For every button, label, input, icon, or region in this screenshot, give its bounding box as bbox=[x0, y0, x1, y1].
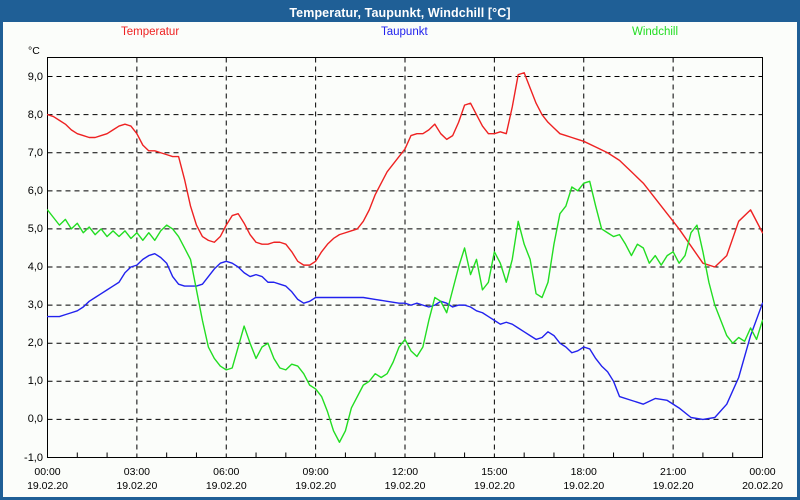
x-axis-tick-label: 00:00 19.02.20 bbox=[27, 465, 68, 493]
y-axis-tick-label: 5,0 bbox=[27, 222, 43, 235]
x-axis-tick-label: 18:00 19.02.20 bbox=[563, 465, 604, 493]
x-axis-tick-time: 15:00 bbox=[481, 466, 508, 478]
window-title-bar: Temperatur, Taupunkt, Windchill [°C] bbox=[3, 3, 797, 22]
series-line-taupunkt bbox=[47, 252, 763, 421]
y-axis-unit-label: °C bbox=[28, 45, 40, 57]
x-axis-tick-date: 19.02.20 bbox=[205, 480, 247, 492]
grid-lines bbox=[47, 57, 763, 458]
x-axis-tick-time: 18:00 bbox=[570, 466, 597, 478]
x-axis-tick-date: 20.02.20 bbox=[742, 480, 783, 492]
x-axis-tick-label: 09:00 19.02.20 bbox=[295, 465, 336, 493]
x-axis-tick-labels: 00:00 19.02.20 03:00 19.02.20 06:00 19.02.20 0… bbox=[3, 463, 797, 497]
x-axis-tick-label: 12:00 19.02.20 bbox=[385, 465, 426, 493]
x-axis-tick-time: 00:00 bbox=[749, 466, 776, 478]
x-axis-tick-time: 06:00 bbox=[213, 466, 240, 478]
x-axis-tick-date: 19.02.20 bbox=[295, 480, 337, 492]
x-axis-tick-date: 19.02.20 bbox=[27, 480, 68, 492]
chart-svg bbox=[47, 57, 763, 458]
x-axis-tick-label: 06:00 19.02.20 bbox=[206, 465, 247, 493]
y-axis-tick-label: 4,0 bbox=[27, 261, 43, 274]
data-series bbox=[47, 72, 763, 443]
x-axis-tick-date: 19.02.20 bbox=[563, 480, 605, 492]
x-axis-tick-time: 21:00 bbox=[659, 466, 687, 478]
x-axis-tick-date: 19.02.20 bbox=[652, 480, 694, 492]
y-axis-tick-label: 6,0 bbox=[27, 184, 43, 197]
page-title: Temperatur, Taupunkt, Windchill [°C] bbox=[289, 5, 511, 20]
y-axis-tick-label: 2,0 bbox=[27, 337, 43, 350]
x-axis-tick-label: 00:00 20.02.20 bbox=[742, 465, 783, 493]
x-axis-tick-time: 00:00 bbox=[34, 466, 61, 478]
axis-ticks bbox=[76, 452, 734, 458]
y-axis-tick-label: 8,0 bbox=[27, 108, 43, 121]
series-line-windchill bbox=[47, 180, 763, 443]
x-axis-tick-date: 19.02.20 bbox=[384, 480, 426, 492]
y-axis-tick-label: -1,0 bbox=[24, 451, 43, 464]
y-axis-tick-label: 9,0 bbox=[27, 70, 43, 83]
y-axis-tick-label: 3,0 bbox=[27, 299, 43, 312]
y-axis-tick-labels: 9,0 8,0 7,0 6,0 5,0 4,0 3,0 2,0 1,0 0,0 -1,0 bbox=[3, 57, 43, 464]
legend-item-windchill: Windchill bbox=[632, 26, 679, 38]
y-axis-tick-label: 0,0 bbox=[27, 413, 43, 426]
legend-item-temperatur: Temperatur bbox=[121, 26, 180, 38]
x-axis-tick-time: 09:00 bbox=[302, 466, 329, 478]
x-axis-tick-date: 19.02.20 bbox=[473, 480, 515, 492]
legend-item-taupunkt: Taupunkt bbox=[381, 26, 428, 38]
x-axis-tick-label: 15:00 19.02.20 bbox=[474, 465, 515, 493]
plot-border bbox=[47, 57, 763, 458]
x-axis-tick-time: 12:00 bbox=[391, 466, 419, 478]
y-axis-tick-label: 1,0 bbox=[27, 375, 43, 388]
x-axis-tick-label: 21:00 19.02.20 bbox=[653, 465, 694, 493]
legend: Temperatur Taupunkt Windchill bbox=[3, 24, 797, 44]
y-axis-tick-label: 7,0 bbox=[27, 146, 43, 159]
series-line-temperatur bbox=[47, 72, 763, 268]
x-axis-tick-label: 03:00 19.02.20 bbox=[116, 465, 157, 493]
x-axis-tick-time: 03:00 bbox=[123, 466, 151, 478]
plot-area bbox=[47, 57, 763, 458]
x-axis-tick-date: 19.02.20 bbox=[116, 480, 158, 492]
